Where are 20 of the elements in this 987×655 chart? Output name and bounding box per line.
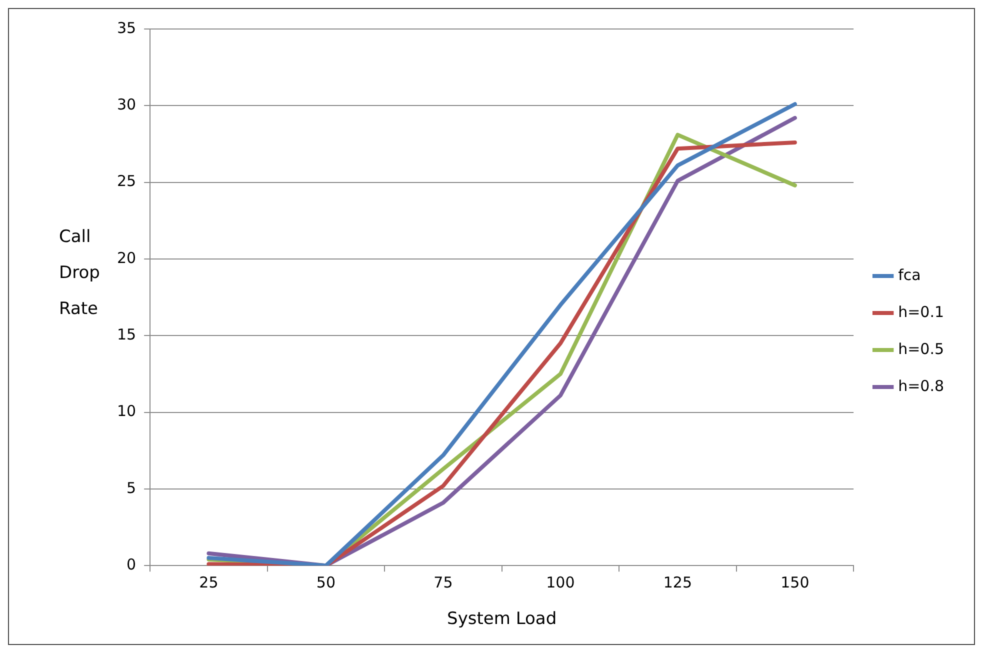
y-tick-label: 35 — [116, 18, 136, 37]
x-axis-title: System Load — [447, 609, 557, 630]
x-tick-label: 75 — [434, 573, 453, 592]
y-tick-label: 15 — [116, 326, 136, 344]
legend-label: fca — [898, 266, 921, 284]
y-tick-label: 0 — [126, 555, 136, 574]
y-tick-label: 10 — [116, 402, 136, 420]
y-tick-label: 30 — [116, 96, 136, 114]
legend-label: h=0.1 — [898, 302, 944, 321]
y-tick-label: 20 — [116, 248, 136, 267]
x-tick-label: 50 — [316, 573, 336, 592]
x-tick-label: 100 — [546, 573, 575, 592]
y-tick-label: 25 — [116, 172, 136, 190]
x-tick-label: 150 — [780, 573, 810, 592]
legend-label: h=0.8 — [898, 376, 944, 395]
x-tick-label: 25 — [199, 573, 218, 592]
y-axis-title: Call Drop Rate — [59, 227, 100, 319]
y-tick-label: 5 — [126, 478, 136, 497]
legend-label: h=0.5 — [898, 340, 944, 358]
x-tick-label: 125 — [663, 573, 692, 592]
